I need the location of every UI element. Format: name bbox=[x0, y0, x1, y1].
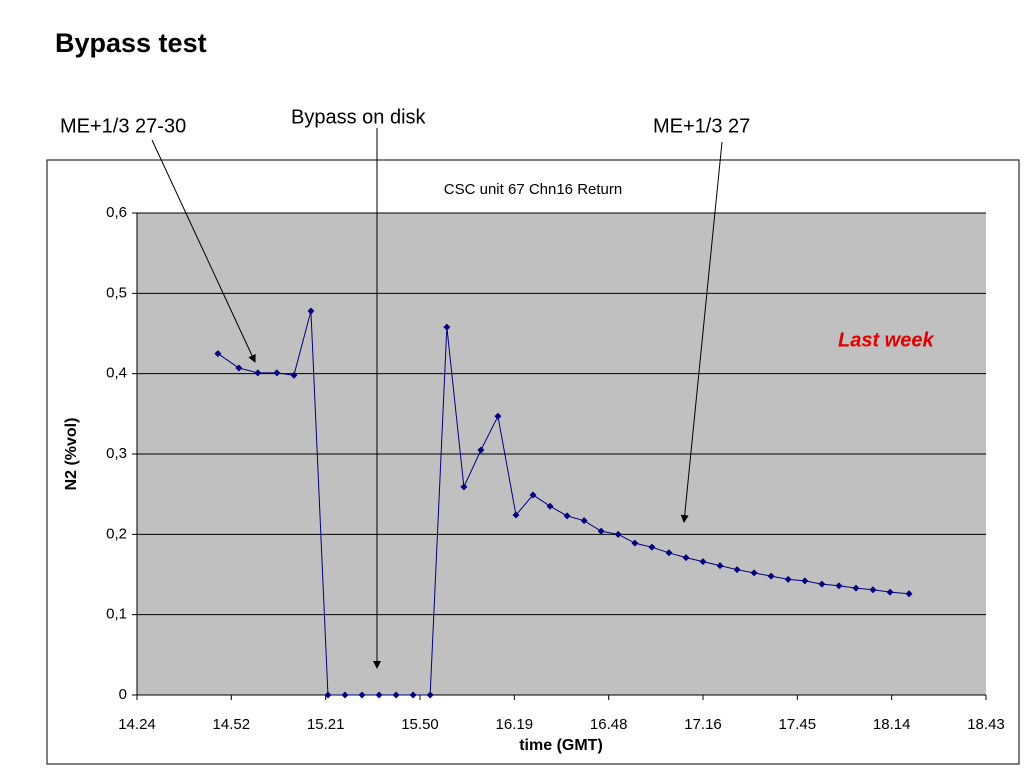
data-point bbox=[699, 558, 707, 566]
data-point bbox=[254, 369, 262, 377]
arrow bbox=[151, 139, 256, 363]
data-point bbox=[307, 307, 315, 315]
data-point bbox=[682, 554, 690, 562]
y-tick-label: 0 bbox=[119, 686, 127, 703]
data-point bbox=[494, 412, 502, 420]
data-point bbox=[443, 323, 451, 331]
data-point bbox=[392, 691, 400, 699]
x-tick-label: 17.45 bbox=[779, 716, 817, 733]
data-point bbox=[784, 575, 792, 583]
data-point bbox=[580, 517, 588, 525]
data-point bbox=[801, 577, 809, 585]
x-axis-label: time (GMT) bbox=[519, 737, 603, 754]
data-point bbox=[852, 584, 860, 592]
y-axis-label: N2 (%vol) bbox=[63, 418, 80, 491]
data-point bbox=[235, 364, 243, 372]
x-tick-label: 15.21 bbox=[307, 716, 345, 733]
y-tick-label: 0,2 bbox=[106, 525, 127, 542]
x-tick-label: 18.14 bbox=[873, 716, 911, 733]
data-point bbox=[460, 483, 468, 491]
x-tick-label: 15.50 bbox=[401, 716, 439, 733]
y-tick-label: 0,5 bbox=[106, 284, 127, 301]
data-point bbox=[358, 691, 366, 699]
data-point bbox=[341, 691, 349, 699]
x-tick-label: 14.24 bbox=[118, 716, 156, 733]
data-point bbox=[665, 549, 673, 557]
data-point bbox=[614, 530, 622, 538]
slide-title: Bypass test bbox=[55, 28, 207, 58]
data-point bbox=[477, 446, 485, 454]
data-point bbox=[409, 691, 417, 699]
data-point bbox=[290, 371, 298, 379]
data-point bbox=[835, 582, 843, 590]
data-point bbox=[905, 590, 913, 598]
data-point bbox=[375, 691, 383, 699]
data-point bbox=[648, 543, 656, 551]
data-point bbox=[886, 588, 894, 596]
data-point bbox=[869, 586, 877, 594]
data-point bbox=[324, 691, 332, 699]
x-tick-label: 16.19 bbox=[496, 716, 534, 733]
data-point bbox=[818, 580, 826, 588]
data-point bbox=[631, 539, 639, 547]
x-tick-label: 17.16 bbox=[684, 716, 722, 733]
y-tick-label: 0,4 bbox=[106, 365, 127, 382]
x-tick-label: 18.43 bbox=[967, 716, 1005, 733]
data-point bbox=[597, 527, 605, 535]
y-tick-label: 0,1 bbox=[106, 606, 127, 623]
x-tick-label: 14.52 bbox=[213, 716, 251, 733]
annotation: ME+1/3 27-30 bbox=[60, 115, 186, 137]
annotation: Bypass on disk bbox=[291, 106, 427, 128]
data-point bbox=[563, 512, 571, 520]
annotation: ME+1/3 27 bbox=[653, 115, 750, 137]
y-tick-label: 0,3 bbox=[106, 445, 127, 462]
data-point bbox=[273, 369, 281, 377]
data-point bbox=[733, 566, 741, 574]
data-point bbox=[716, 562, 724, 570]
data-point bbox=[512, 511, 520, 519]
chart-title: CSC unit 67 Chn16 Return bbox=[444, 181, 622, 198]
x-tick-label: 16.48 bbox=[590, 716, 628, 733]
arrow bbox=[680, 141, 723, 523]
data-point bbox=[214, 350, 222, 358]
data-point bbox=[767, 572, 775, 580]
data-point bbox=[529, 491, 537, 499]
y-tick-label: 0,6 bbox=[106, 204, 127, 221]
data-point bbox=[546, 502, 554, 510]
annotation: Last week bbox=[838, 329, 934, 351]
data-point bbox=[750, 569, 758, 577]
data-point bbox=[426, 691, 434, 699]
